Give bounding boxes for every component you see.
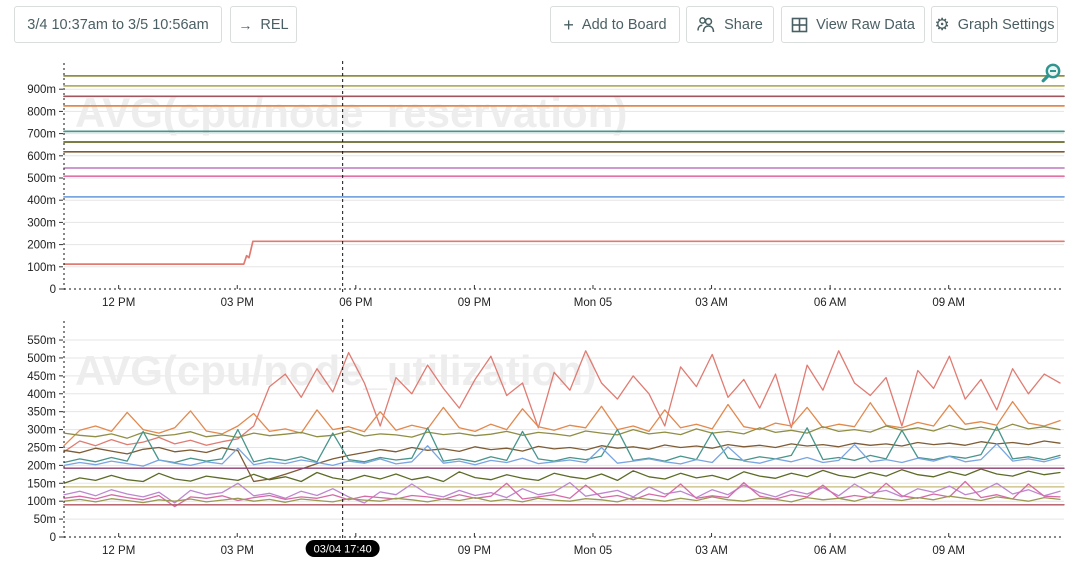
y-tick-label: 300m <box>27 425 56 437</box>
x-tick-label: 06 PM <box>339 297 372 309</box>
x-tick-label: 03 PM <box>221 545 254 557</box>
y-tick-label: 200m <box>27 460 56 472</box>
series-line-orchid <box>64 483 1060 503</box>
y-tick-label: 500m <box>27 173 56 185</box>
graph-settings-button[interactable]: ⚙ Graph Settings <box>931 6 1058 43</box>
x-tick-label: 09 AM <box>932 545 965 557</box>
y-tick-label: 100m <box>27 262 56 274</box>
grid-icon <box>791 17 808 33</box>
x-tick-label: 03 AM <box>695 297 728 309</box>
y-tick-label: 50m <box>34 514 56 526</box>
x-tick-label: 06 AM <box>814 297 847 309</box>
y-tick-label: 900m <box>27 84 56 96</box>
series-line-orange <box>64 402 1060 446</box>
x-tick-label: Mon 05 <box>574 297 612 309</box>
y-tick-label: 500m <box>27 353 56 365</box>
x-tick-label: Mon 05 <box>574 545 612 557</box>
chart-canvas-utilization[interactable]: AVG(cpu/node_utilization) 0 50m 100m 150m 200… <box>0 318 1080 570</box>
share-button[interactable]: Share <box>686 6 774 43</box>
time-range-button[interactable]: 3/4 10:37am to 3/5 10:56am <box>14 6 222 43</box>
y-tick-label: 300m <box>27 217 56 229</box>
y-tick-label: 200m <box>27 240 56 252</box>
y-tick-label: 800m <box>27 106 56 118</box>
add-to-board-label: Add to Board <box>582 17 667 33</box>
gear-icon: ⚙ <box>935 16 950 33</box>
add-to-board-button[interactable]: + Add to Board <box>550 6 680 43</box>
x-tick-label: 09 AM <box>932 297 965 309</box>
chart-title-watermark: AVG(cpu/node_utilization) <box>75 347 597 394</box>
y-tick-label: 150m <box>27 478 56 490</box>
x-tick-label: 03 PM <box>221 297 254 309</box>
plus-icon: + <box>563 16 574 34</box>
share-label: Share <box>724 17 763 33</box>
y-tick-label: 0 <box>50 532 56 544</box>
view-raw-data-label: View Raw Data <box>816 17 915 33</box>
view-raw-data-button[interactable]: View Raw Data <box>781 6 925 43</box>
time-range-label: 3/4 10:37am to 3/5 10:56am <box>27 17 208 33</box>
y-tick-label: 400m <box>27 389 56 401</box>
people-icon <box>697 17 716 33</box>
crosshair-time-label: 03/04 17:40 <box>314 544 372 556</box>
y-tick-label: 700m <box>27 129 56 141</box>
y-tick-label: 600m <box>27 151 56 163</box>
x-tick-label: 06 AM <box>814 545 847 557</box>
x-tick-label: 12 PM <box>102 297 135 309</box>
y-tick-label: 0 <box>50 284 56 296</box>
y-tick-label: 550m <box>27 335 56 347</box>
series-line-khaki-olive <box>64 424 1060 438</box>
graph-settings-label: Graph Settings <box>958 17 1055 33</box>
chart-canvas-reservation[interactable]: AVG(cpu/node_reservation)0100m200m300m40… <box>0 55 1080 317</box>
y-tick-label: 400m <box>27 195 56 207</box>
x-tick-label: 09 PM <box>458 297 491 309</box>
y-tick-label: 350m <box>27 407 56 419</box>
x-tick-label: 09 PM <box>458 545 491 557</box>
chart-cpu-node-reservation[interactable]: AVG(cpu/node_reservation)0100m200m300m40… <box>0 55 1080 317</box>
y-tick-label: 100m <box>27 496 56 508</box>
rel-label: REL <box>260 17 288 33</box>
y-tick-label: 250m <box>27 442 56 454</box>
y-tick-label: 450m <box>27 371 56 383</box>
arrow-right-icon: → <box>238 18 252 32</box>
rel-time-toggle-button[interactable]: → REL <box>230 6 297 43</box>
zoom-out-icon[interactable] <box>1043 65 1059 81</box>
x-tick-label: 03 AM <box>695 545 728 557</box>
series-line-dark-olive-green <box>64 469 1060 483</box>
x-tick-label: 12 PM <box>102 545 135 557</box>
chart-cpu-node-utilization[interactable]: AVG(cpu/node_utilization) 0 50m 100m 150m 200… <box>0 318 1080 570</box>
